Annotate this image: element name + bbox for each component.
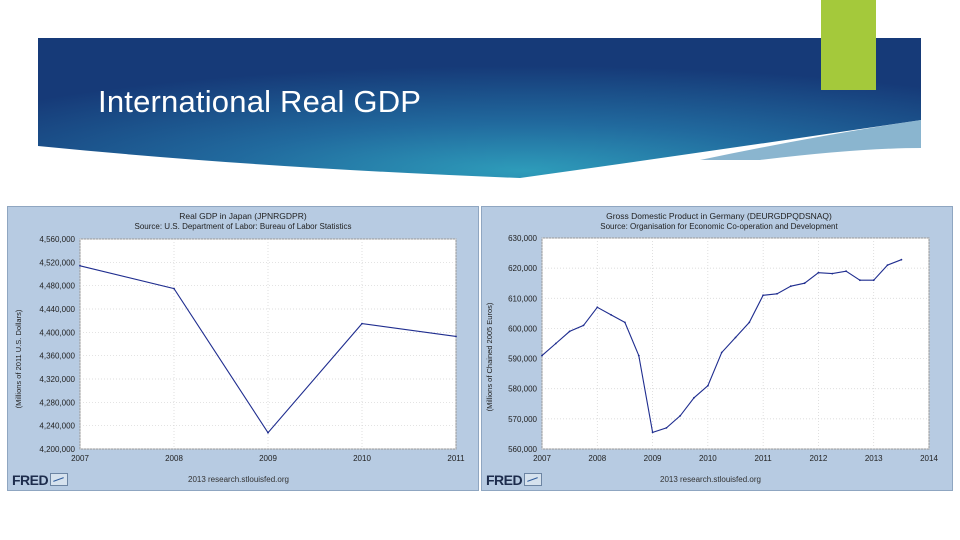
- x-tick-label: 2008: [165, 454, 183, 463]
- y-tick-label: 4,200,000: [39, 445, 75, 454]
- data-point: [762, 294, 764, 297]
- accent-bar: [821, 0, 876, 90]
- y-tick-label: 570,000: [508, 415, 537, 424]
- y-tick-label: 590,000: [508, 355, 537, 364]
- data-point: [651, 431, 654, 434]
- chart-footer: FRED 2013 research.stlouisfed.org: [8, 470, 478, 490]
- chart-panel-japan: Real GDP in Japan (JPNRGDPR) Source: U.S…: [7, 206, 479, 491]
- data-point: [748, 321, 751, 324]
- data-point: [582, 324, 585, 327]
- y-tick-label: 4,440,000: [39, 305, 75, 314]
- x-tick-label: 2009: [644, 454, 662, 463]
- data-point: [596, 306, 599, 309]
- data-point: [267, 431, 269, 434]
- y-tick-label: 620,000: [508, 264, 537, 273]
- copyright-text: 2013 research.stlouisfed.org: [660, 475, 761, 484]
- x-tick-label: 2014: [920, 454, 938, 463]
- y-tick-label: 4,360,000: [39, 352, 75, 361]
- data-point: [817, 271, 820, 274]
- data-point: [637, 354, 640, 357]
- data-point: [554, 342, 557, 345]
- y-tick-label: 4,560,000: [39, 235, 75, 244]
- x-tick-label: 2012: [810, 454, 828, 463]
- chart-title: Real GDP in Japan (JPNRGDPR): [179, 211, 307, 221]
- data-point: [886, 264, 889, 266]
- germany-gdp-chart: Gross Domestic Product in Germany (DEURG…: [485, 211, 938, 463]
- data-point: [900, 258, 903, 261]
- chart-footer: FRED 2013 research.stlouisfed.org: [482, 470, 952, 490]
- fred-chart-icon: [50, 473, 69, 486]
- data-point: [541, 354, 543, 357]
- fred-chart-icon: [524, 473, 543, 486]
- data-point: [789, 285, 792, 288]
- data-point: [624, 321, 626, 324]
- data-point: [776, 292, 778, 295]
- title-banner: [38, 38, 921, 178]
- fred-logo[interactable]: FRED: [486, 472, 543, 488]
- copyright-text: 2013 research.stlouisfed.org: [188, 475, 289, 484]
- y-tick-label: 4,280,000: [39, 398, 75, 407]
- data-point: [859, 279, 861, 282]
- data-point: [679, 414, 682, 417]
- data-point: [734, 336, 737, 339]
- y-tick-label: 630,000: [508, 234, 537, 243]
- x-tick-label: 2010: [699, 454, 717, 463]
- data-point: [720, 351, 723, 354]
- x-tick-label: 2008: [588, 454, 606, 463]
- data-point: [173, 287, 175, 290]
- data-point: [707, 384, 709, 387]
- y-tick-label: 610,000: [508, 294, 537, 303]
- x-tick-label: 2010: [353, 454, 371, 463]
- plot-area: [541, 237, 930, 450]
- x-tick-label: 2009: [259, 454, 277, 463]
- data-point: [361, 322, 363, 325]
- x-tick-label: 2011: [755, 454, 773, 463]
- x-tick-label: 2007: [533, 454, 551, 463]
- y-tick-label: 4,320,000: [39, 375, 75, 384]
- data-point: [665, 427, 668, 429]
- data-point: [831, 272, 834, 275]
- y-tick-label: 580,000: [508, 385, 537, 394]
- slide-title: International Real GDP: [98, 84, 422, 119]
- x-tick-label: 2011: [447, 454, 465, 463]
- data-point: [568, 330, 571, 333]
- data-point: [845, 270, 847, 273]
- data-point: [693, 396, 695, 399]
- data-point: [79, 264, 81, 267]
- x-tick-label: 2013: [865, 454, 883, 463]
- chart-title: Gross Domestic Product in Germany (DEURG…: [606, 211, 832, 221]
- y-axis-label: (Millions of 2011 U.S. Dollars): [14, 309, 23, 408]
- chart-subtitle: Source: Organisation for Economic Co-ope…: [600, 222, 838, 231]
- data-point: [610, 314, 612, 316]
- data-point: [872, 279, 875, 282]
- y-tick-label: 4,520,000: [39, 258, 75, 267]
- y-axis-label: (Millions of Chained 2005 Euros): [485, 302, 494, 411]
- fred-logo[interactable]: FRED: [12, 472, 69, 488]
- y-tick-label: 4,400,000: [39, 328, 75, 337]
- data-point: [803, 282, 806, 285]
- y-tick-label: 4,480,000: [39, 282, 75, 291]
- chart-subtitle: Source: U.S. Department of Labor: Bureau…: [135, 222, 352, 231]
- chart-panel-germany: Gross Domestic Product in Germany (DEURG…: [481, 206, 953, 491]
- japan-gdp-chart: Real GDP in Japan (JPNRGDPR) Source: U.S…: [14, 211, 465, 463]
- y-tick-label: 560,000: [508, 445, 537, 454]
- y-tick-label: 4,240,000: [39, 422, 75, 431]
- x-tick-label: 2007: [71, 454, 89, 463]
- data-point: [455, 335, 457, 338]
- y-tick-label: 600,000: [508, 324, 537, 333]
